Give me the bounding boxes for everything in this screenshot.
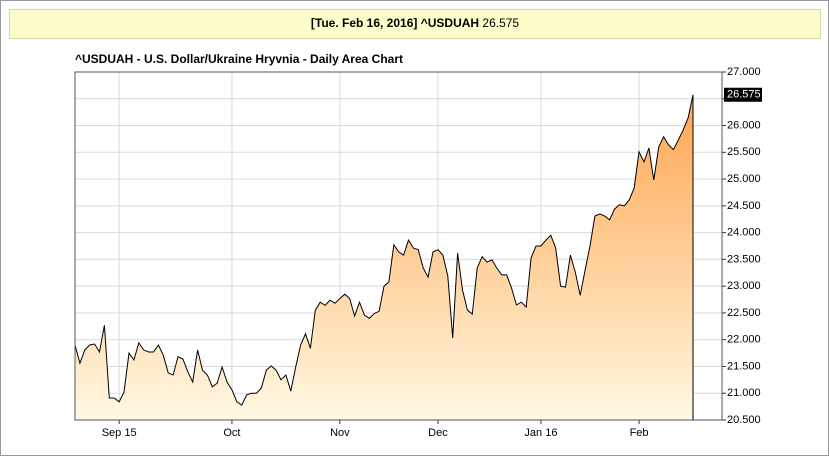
x-tick-label: Sep 15 <box>102 427 137 439</box>
last-value-label: 26.575 <box>727 89 761 101</box>
y-tick-label: 21.000 <box>727 387 761 399</box>
y-tick-label: 21.500 <box>727 360 761 372</box>
y-tick-label: 25.000 <box>727 173 761 185</box>
y-tick-label: 23.500 <box>727 253 761 265</box>
line <box>74 94 694 406</box>
x-tick-label: Dec <box>428 427 448 439</box>
header: [Tue. Feb 16, 2016] ^USDUAH 26.575 <box>311 16 520 30</box>
area <box>75 94 693 421</box>
x-tick-label: Feb <box>630 427 649 439</box>
chart-title: ^USDUAH - U.S. Dollar/Ukraine Hryvnia - … <box>75 52 403 66</box>
header-date: [Tue. Feb 16, 2016] <box>311 16 417 30</box>
x-tick-label: Nov <box>330 427 350 439</box>
plot: 20.500 21.000 21.500 22.000 22.500 23.000 23.5… <box>74 66 762 439</box>
header-symbol: ^USDUAH <box>421 16 479 30</box>
y-tick-label: 24.500 <box>727 200 761 212</box>
last-value-box <box>724 87 762 102</box>
y-tick-label: 20.500 <box>727 414 761 426</box>
x-tick-label: Oct <box>223 427 240 439</box>
y-tick-label: 22.000 <box>727 334 761 346</box>
y-tick-label: 22.500 <box>727 307 761 319</box>
x-tick-label: Jan 16 <box>524 427 557 439</box>
y-tick-label: 26.000 <box>727 119 761 131</box>
header-box <box>9 9 821 39</box>
y-tick-label: 24.000 <box>727 227 761 239</box>
y-tick-label: 23.000 <box>727 280 761 292</box>
plot-border <box>74 71 723 421</box>
y-tick-label: 27.000 <box>727 66 761 78</box>
header-price: 26.575 <box>482 16 519 30</box>
y-tick-label: 25.500 <box>727 146 761 158</box>
